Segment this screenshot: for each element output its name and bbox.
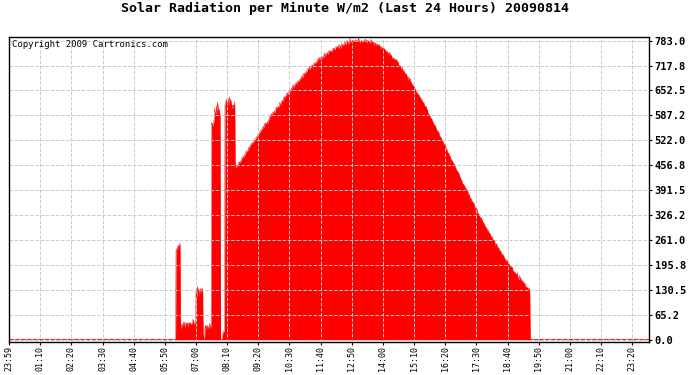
Text: Solar Radiation per Minute W/m2 (Last 24 Hours) 20090814: Solar Radiation per Minute W/m2 (Last 24… <box>121 2 569 15</box>
Text: Copyright 2009 Cartronics.com: Copyright 2009 Cartronics.com <box>12 40 168 49</box>
